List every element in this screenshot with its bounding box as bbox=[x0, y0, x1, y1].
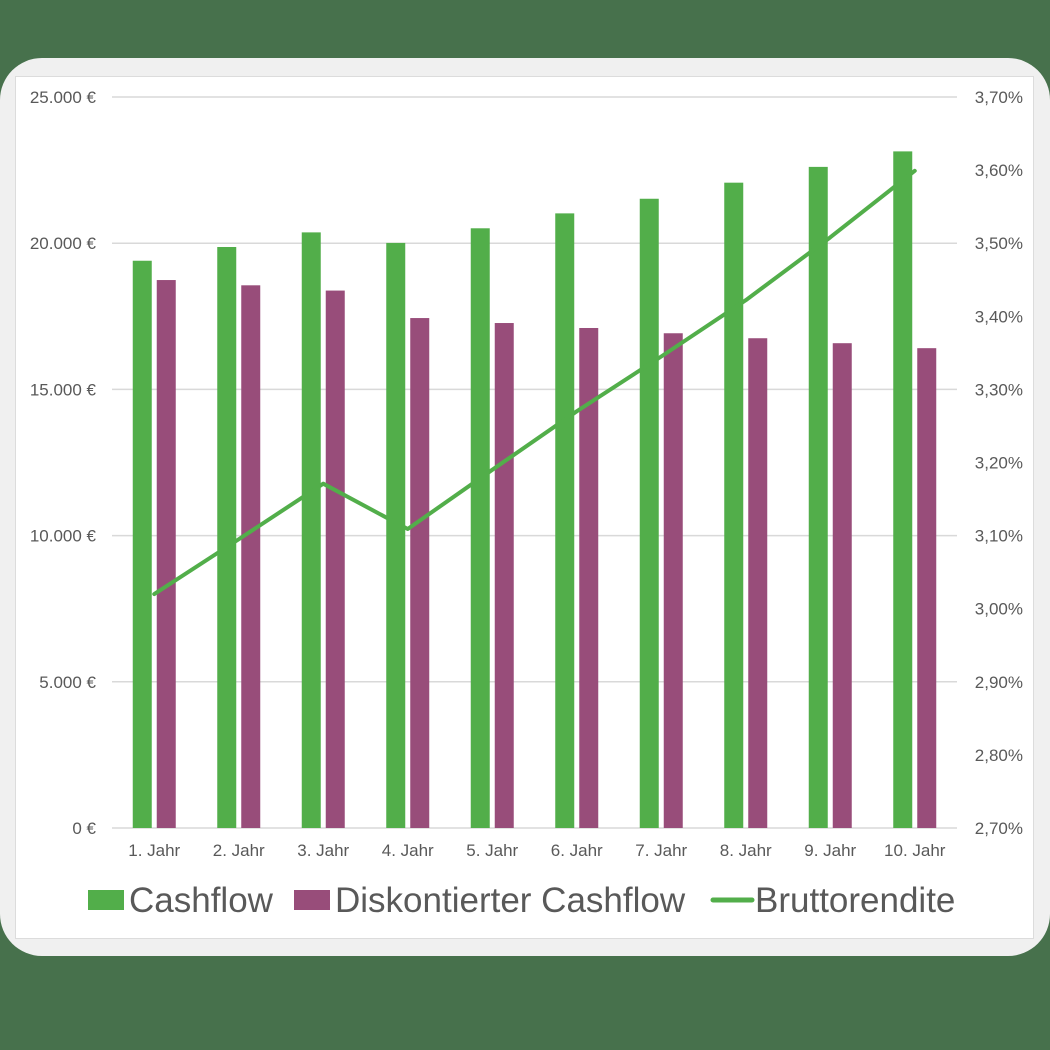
line-bruttorendite bbox=[152, 168, 917, 597]
bar-diskontierter-cashflow bbox=[156, 280, 176, 829]
x-tick-label: 9. Jahr bbox=[804, 841, 856, 860]
bar-cashflow bbox=[639, 198, 659, 829]
y2-tick-label: 3,00% bbox=[975, 600, 1023, 619]
x-tick-label: 5. Jahr bbox=[466, 841, 518, 860]
bar-diskontierter-cashflow bbox=[241, 285, 261, 828]
y2-tick-label: 3,20% bbox=[975, 454, 1023, 473]
x-tick-label: 6. Jahr bbox=[551, 841, 603, 860]
y-tick-label: 20.000 € bbox=[30, 234, 97, 253]
y-tick-label: 10.000 € bbox=[30, 527, 97, 546]
y-tick-label: 25.000 € bbox=[30, 88, 97, 107]
x-tick-label: 2. Jahr bbox=[213, 841, 265, 860]
bar-cashflow bbox=[555, 213, 575, 829]
gridlines bbox=[112, 96, 957, 829]
x-tick-label: 3. Jahr bbox=[297, 841, 349, 860]
legend-label-cashflow: Cashflow bbox=[129, 881, 274, 920]
bar-cashflow bbox=[724, 182, 744, 828]
legend-label-bruttorendite: Bruttorendite bbox=[755, 881, 955, 920]
y2-tick-label: 2,80% bbox=[975, 746, 1023, 765]
legend-label-diskontierter-cashflow: Diskontierter Cashflow bbox=[335, 881, 686, 920]
y2-tick-label: 3,50% bbox=[975, 234, 1023, 253]
chart-panel bbox=[15, 76, 1034, 939]
bar-diskontierter-cashflow bbox=[832, 343, 852, 828]
y-axis-left: 0 € 5.000 € 10.000 € 15.000 € 20.000 € 25.000… bbox=[30, 88, 97, 838]
y-tick-label: 0 € bbox=[72, 819, 96, 838]
y-tick-label: 5.000 € bbox=[39, 673, 96, 692]
x-tick-label: 8. Jahr bbox=[720, 841, 772, 860]
y2-tick-label: 3,60% bbox=[975, 161, 1023, 180]
bar-diskontierter-cashflow bbox=[579, 327, 599, 828]
x-tick-label: 1. Jahr bbox=[128, 841, 180, 860]
y2-tick-label: 3,70% bbox=[975, 88, 1023, 107]
bar-diskontierter-cashflow bbox=[748, 338, 768, 828]
y2-tick-label: 3,10% bbox=[975, 527, 1023, 546]
y2-tick-label: 2,70% bbox=[975, 819, 1023, 838]
y2-tick-label: 3,40% bbox=[975, 307, 1023, 326]
y2-tick-label: 3,30% bbox=[975, 380, 1023, 399]
bar-diskontierter-cashflow bbox=[410, 318, 430, 828]
legend-swatch-diskontierter-cashflow bbox=[294, 890, 330, 910]
bar-cashflow bbox=[470, 228, 490, 828]
bar-diskontierter-cashflow bbox=[917, 348, 937, 828]
bar-diskontierter-cashflow bbox=[663, 333, 683, 828]
legend-swatch-cashflow bbox=[88, 890, 124, 910]
bar-series bbox=[132, 151, 937, 829]
bar-cashflow bbox=[132, 260, 152, 828]
x-tick-label: 7. Jahr bbox=[635, 841, 687, 860]
x-tick-label: 10. Jahr bbox=[884, 841, 946, 860]
x-tick-label: 4. Jahr bbox=[382, 841, 434, 860]
line-series-bruttorendite bbox=[152, 168, 917, 597]
bar-cashflow bbox=[301, 232, 321, 828]
bar-cashflow bbox=[893, 151, 913, 828]
bar-cashflow bbox=[808, 166, 828, 828]
bar-cashflow bbox=[386, 242, 406, 828]
y-axis-right: 2,70% 2,80% 2,90% 3,00% 3,10% 3,20% 3,30% 3,40%… bbox=[975, 88, 1023, 838]
x-axis: 1. Jahr 2. Jahr 3. Jahr 4. Jahr 5. Jahr 6. Ja… bbox=[128, 841, 946, 860]
legend: Cashflow Diskontierter Cashflow Bruttore… bbox=[88, 881, 955, 920]
bar-cashflow bbox=[217, 247, 237, 828]
bar-diskontierter-cashflow bbox=[325, 290, 345, 828]
y2-tick-label: 2,90% bbox=[975, 673, 1023, 692]
bar-diskontierter-cashflow bbox=[494, 323, 514, 828]
y-tick-label: 15.000 € bbox=[30, 380, 97, 399]
